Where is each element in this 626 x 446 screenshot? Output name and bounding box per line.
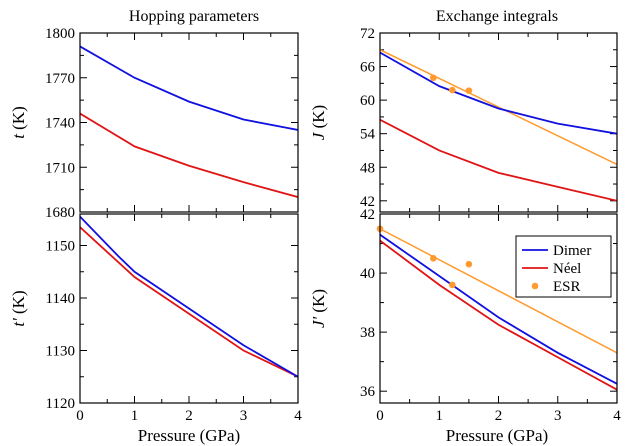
y-tick-label: 1740 — [45, 116, 75, 132]
series-line-neel — [80, 112, 298, 198]
x-tick-label: 0 — [76, 408, 84, 424]
series-line-dimer — [380, 51, 617, 135]
panel-top-right: 42 48 54 60 66 72 J (K) — [309, 26, 618, 213]
y-axis-label: J' (K) — [309, 289, 328, 328]
y-tick-label: 1130 — [46, 344, 75, 360]
series-line-dimer — [380, 233, 617, 385]
y-tick-label: 36 — [360, 384, 376, 400]
plot-frame — [379, 213, 618, 404]
y-tick-label: 1140 — [46, 291, 75, 307]
y-tick-label: 60 — [360, 93, 375, 109]
y-tick-label: 66 — [360, 60, 376, 76]
y-tick-label: 48 — [360, 160, 375, 176]
series-line-neel — [80, 226, 298, 378]
esr-point — [465, 87, 473, 94]
y-tick-label: 1770 — [45, 71, 75, 87]
x-tick-label: 0 — [376, 408, 384, 424]
y-tick-label: 1680 — [45, 205, 75, 221]
x-tick-label: 4 — [613, 408, 621, 424]
esr-point — [430, 74, 437, 82]
y-tick-label: 1710 — [45, 160, 75, 176]
y-tick-label: 38 — [360, 325, 375, 341]
plot-frame — [79, 213, 299, 404]
legend-marker-esr — [531, 282, 539, 290]
panel-top-left: 1680 1710 1740 1770 1800 t (K) — [9, 26, 299, 221]
series-line-neel — [380, 118, 617, 202]
x-tick-label: 1 — [131, 408, 139, 424]
series-line-dimer — [80, 216, 298, 378]
y-tick-label: 54 — [360, 127, 376, 143]
series-line-fit — [380, 228, 617, 354]
column-title-hopping: Hopping parameters — [129, 8, 259, 25]
esr-point — [465, 260, 473, 268]
x-tick-label: 4 — [294, 408, 302, 424]
x-axis-label-right: Pressure (GPa) — [446, 426, 548, 445]
y-tick-label: 40 — [360, 266, 375, 282]
x-axis-label-left: Pressure (GPa) — [138, 426, 240, 445]
series-line-fit — [380, 49, 617, 166]
legend-label-esr: ESR — [553, 279, 581, 295]
legend: Dimer Néel ESR — [515, 235, 612, 298]
plot-frame — [79, 32, 299, 213]
y-tick-label: 42 — [360, 194, 375, 210]
esr-point — [430, 254, 437, 262]
y-axis-label: J (K) — [309, 105, 328, 140]
x-tick-label: 3 — [240, 408, 248, 424]
panel-bottom-left: 0 1 2 3 4 1120 1130 1140 1150 t' (K) — [9, 213, 302, 424]
y-tick-label: 1120 — [46, 396, 75, 412]
x-tick-label: 1 — [436, 408, 444, 424]
y-axis-label: t (K) — [9, 106, 28, 139]
y-tick-label: 1150 — [46, 239, 75, 255]
series-line-dimer — [80, 45, 298, 131]
column-title-exchange: Exchange integrals — [436, 8, 558, 25]
esr-point — [448, 281, 456, 289]
plot-frame — [379, 32, 618, 213]
legend-label-neel: Néel — [553, 261, 581, 277]
esr-point — [448, 86, 456, 94]
series-line-neel — [380, 239, 617, 391]
legend-label-dimer: Dimer — [553, 243, 591, 259]
y-tick-label: 72 — [360, 26, 375, 42]
y-axis-label: t' (K) — [9, 290, 28, 326]
x-tick-label: 3 — [554, 408, 562, 424]
y-tick-label: 1800 — [45, 26, 75, 42]
x-tick-label: 2 — [185, 408, 193, 424]
y-tick-label: 42 — [360, 207, 375, 223]
x-tick-label: 2 — [495, 408, 503, 424]
